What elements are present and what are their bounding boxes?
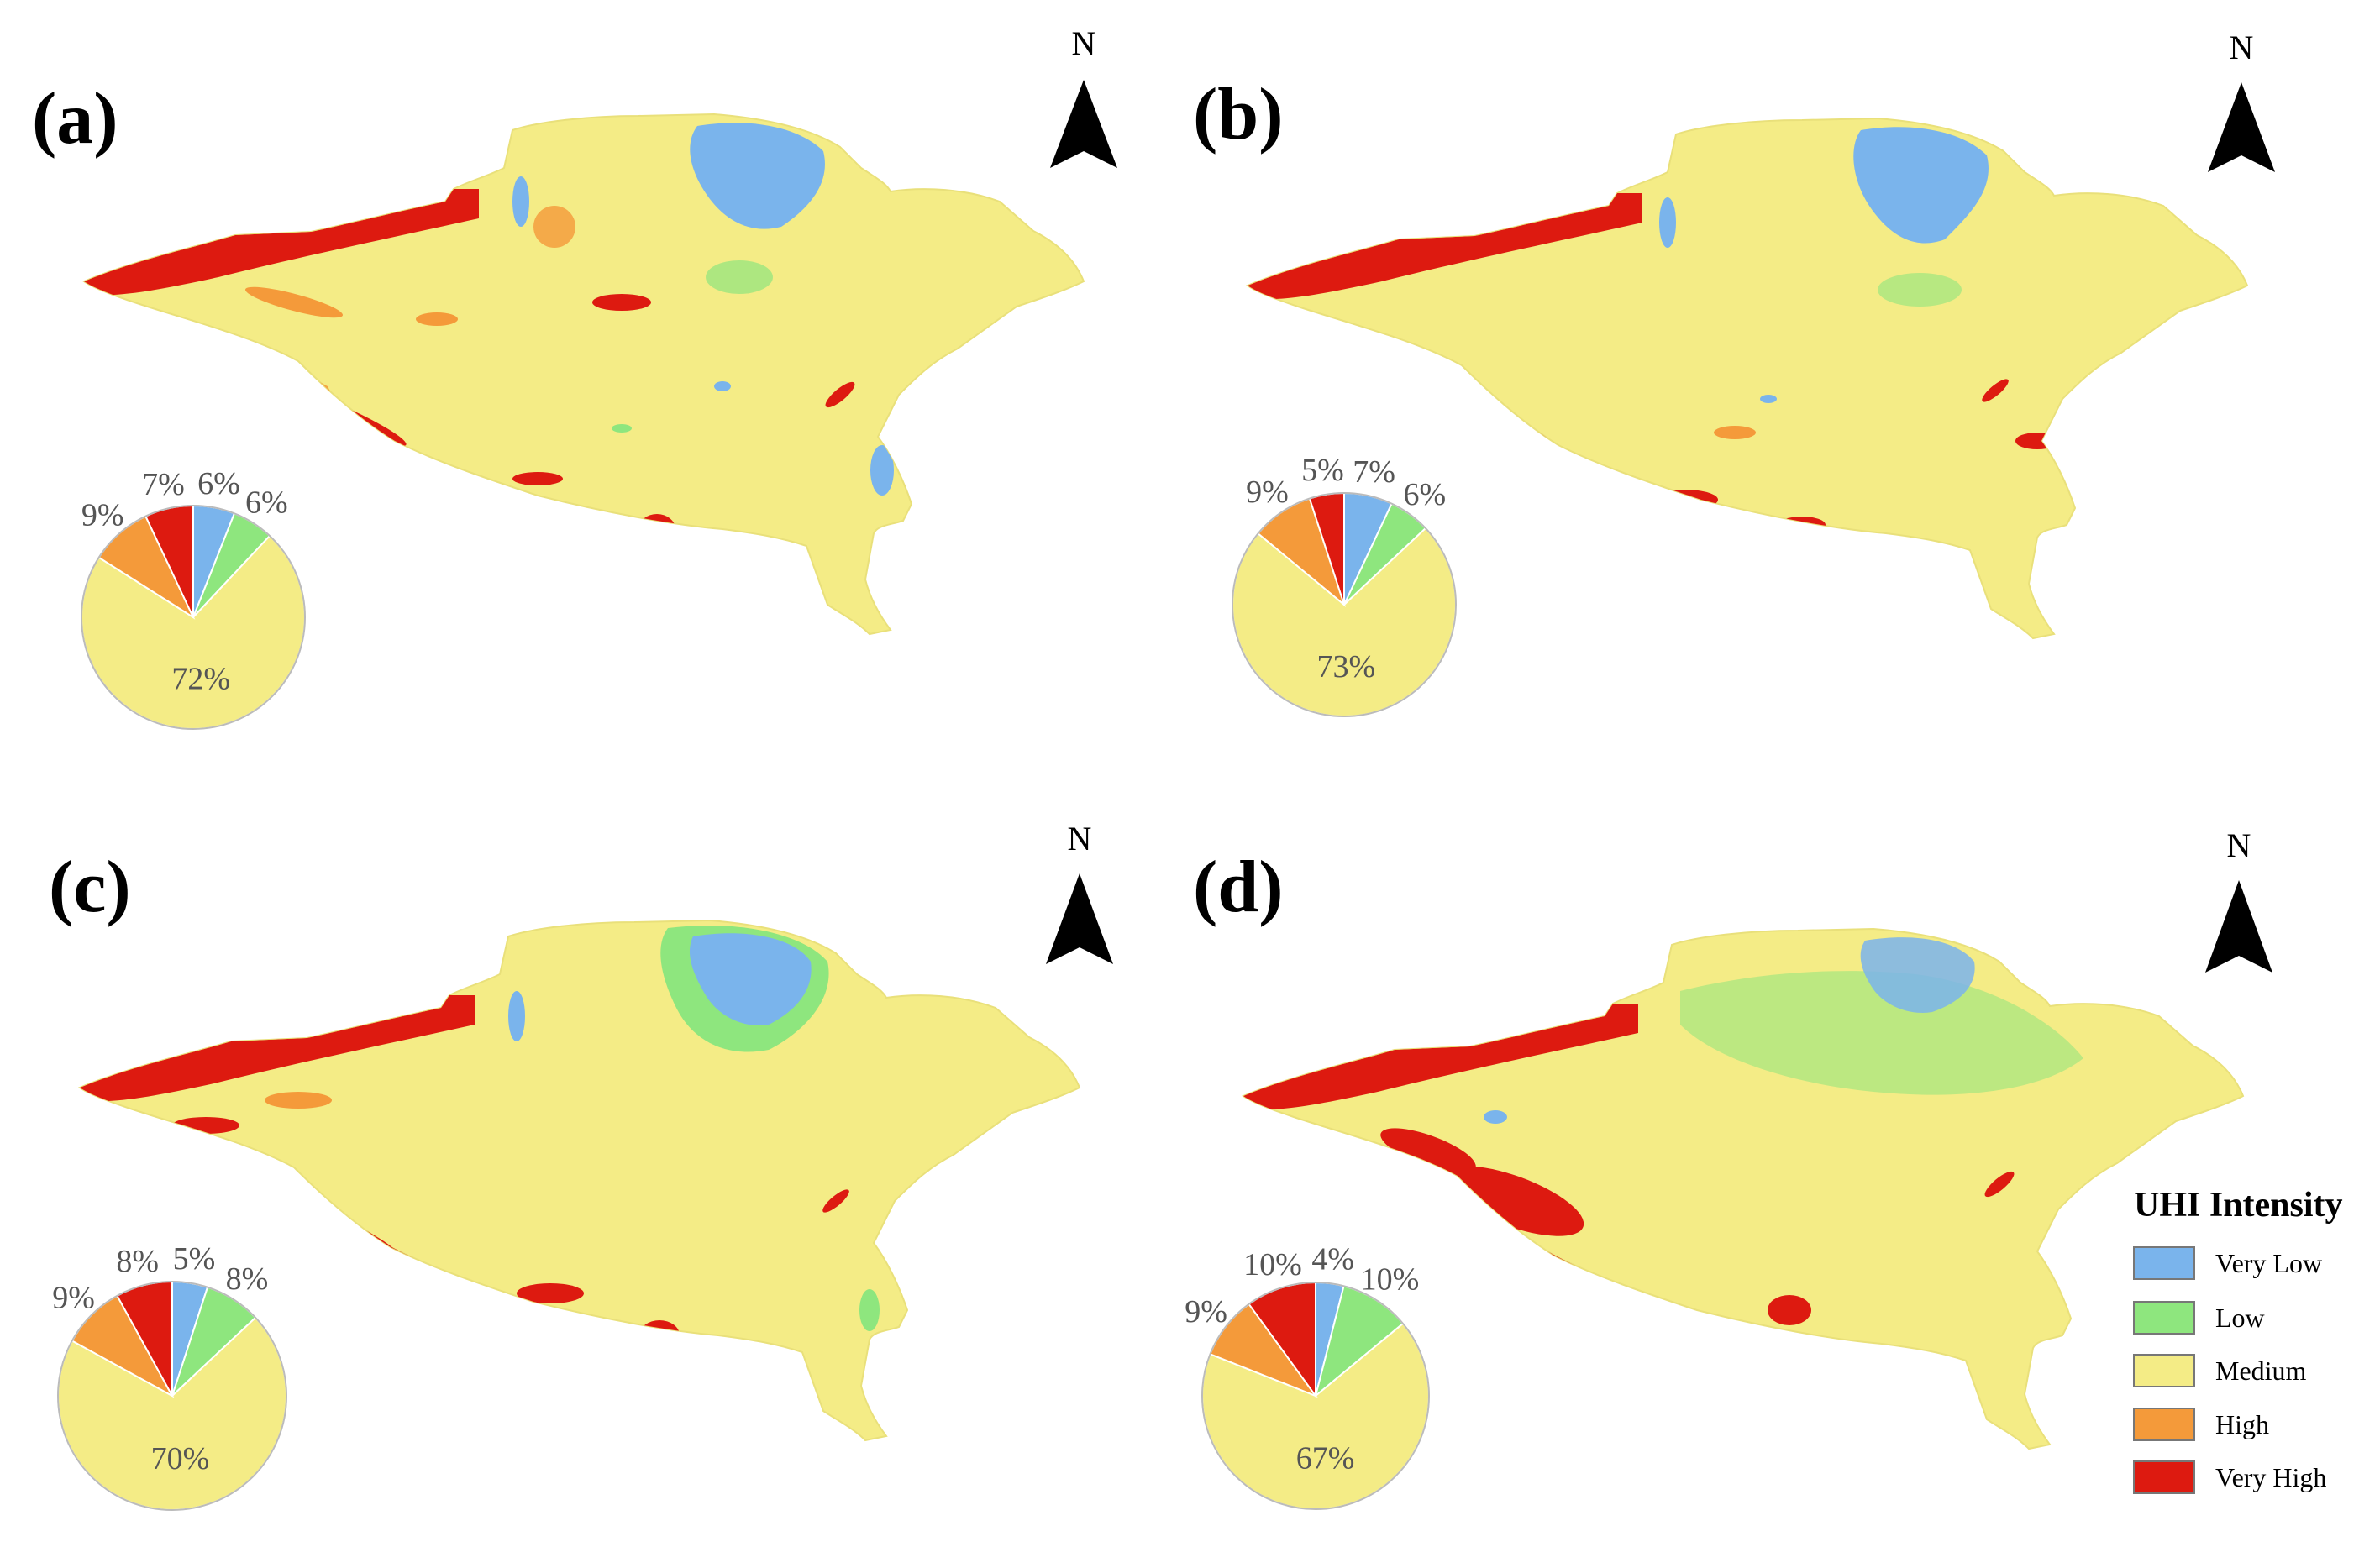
legend-item-low: Low	[2133, 1301, 2265, 1335]
pie-label: 9%	[81, 498, 124, 533]
legend-label: High	[2215, 1409, 2269, 1439]
pie-label: 73%	[1316, 649, 1375, 684]
pie-outline	[57, 1281, 287, 1511]
legend-swatch	[2133, 1460, 2195, 1494]
pie-label: 9%	[1246, 475, 1289, 510]
legend-label: Medium	[2215, 1356, 2307, 1386]
panel-label: (c)	[49, 847, 131, 928]
legend-swatch	[2133, 1301, 2195, 1335]
north-label: N	[2227, 826, 2251, 864]
pie-outline	[1232, 492, 1457, 717]
pie-label: 10%	[1243, 1247, 1302, 1282]
legend-item-very-low: Very Low	[2133, 1246, 2322, 1280]
pie-chart: 7%6% 73% 9% 5%	[1232, 453, 1457, 717]
north-arrow: N	[2208, 29, 2275, 172]
pie-label: 67%	[1296, 1440, 1355, 1476]
panel-d: (d) N 4%10%67%9%10%	[1185, 826, 2272, 1510]
pie-label: 70%	[151, 1441, 210, 1476]
legend-label: Low	[2215, 1303, 2265, 1333]
panel-label: (a)	[32, 78, 118, 160]
legend-item-high: High	[2133, 1408, 2269, 1441]
legend-item-very-high: Very High	[2133, 1460, 2326, 1494]
pie-label: 4%	[1311, 1241, 1354, 1277]
legend: UHI Intensity Very Low Low Medium High V…	[2133, 1186, 2343, 1494]
legend-item-medium: Medium	[2133, 1354, 2307, 1387]
north-label: N	[1068, 820, 1092, 857]
pie-outline	[81, 505, 306, 730]
panel-b: (b) N 7%6% 73% 9% 5%	[1193, 29, 2275, 717]
north-arrow: N	[1046, 820, 1113, 964]
pie-label: 5%	[173, 1241, 216, 1277]
pie-label: 9%	[1185, 1294, 1227, 1329]
pie-chart: 5% 8% 70% 9% 8%	[52, 1241, 287, 1511]
north-arrow-icon	[1046, 873, 1113, 964]
pie-chart: 4%10%67%9%10%	[1185, 1241, 1430, 1510]
pie-label: 6%	[1403, 477, 1446, 512]
legend-label: Very High	[2215, 1462, 2326, 1492]
legend-title: UHI Intensity	[2134, 1186, 2343, 1224]
north-arrow-icon	[2205, 880, 2272, 973]
north-arrow: N	[2205, 826, 2272, 973]
legend-swatch	[2133, 1246, 2195, 1280]
pie-label: 8%	[116, 1244, 159, 1279]
north-arrow-icon	[2208, 82, 2275, 172]
pie-label: 5%	[1301, 453, 1344, 488]
north-arrow-icon	[1050, 80, 1117, 168]
pie-label: 7%	[142, 467, 185, 502]
north-label: N	[2230, 29, 2254, 66]
pie-label: 6%	[245, 485, 288, 520]
pie-label: 6%	[197, 466, 240, 501]
panel-label: (d)	[1193, 847, 1284, 928]
pie-outline	[1201, 1282, 1430, 1510]
pie-label: 9%	[52, 1281, 95, 1316]
north-arrow: N	[1050, 24, 1117, 168]
legend-swatch	[2133, 1354, 2195, 1387]
north-label: N	[1072, 24, 1096, 62]
legend-swatch	[2133, 1408, 2195, 1441]
pie-chart: 6%6% 72% 9% 7%	[81, 466, 306, 730]
pie-label: 72%	[171, 662, 230, 697]
legend-label: Very Low	[2215, 1248, 2322, 1278]
panel-label: (b)	[1193, 74, 1284, 155]
panel-c: (c) N 5% 8% 70% 9% 8%	[49, 820, 1113, 1511]
pie-label: 8%	[226, 1261, 269, 1297]
panel-a: (a)	[32, 24, 1117, 730]
pie-label: 7%	[1353, 454, 1395, 490]
pie-label: 10%	[1361, 1262, 1420, 1298]
